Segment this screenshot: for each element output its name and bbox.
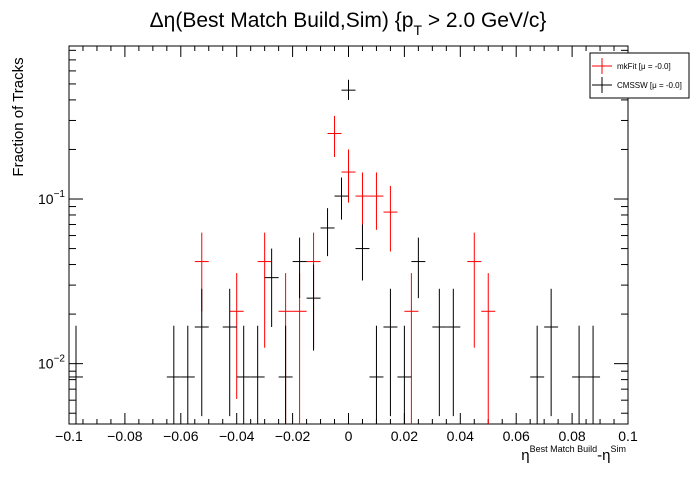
x-tick-label: 0.1 bbox=[618, 428, 638, 444]
data-point bbox=[264, 248, 279, 327]
data-point bbox=[369, 325, 384, 424]
chart-title: Δη(Best Match Build,Sim) {pT > 2.0 GeV/c… bbox=[150, 9, 547, 38]
data-point bbox=[572, 325, 587, 424]
data-point bbox=[383, 185, 398, 252]
legend-mkfit-label: mkFit [μ = -0.0] bbox=[617, 62, 671, 71]
axes: −0.1 −0.08 −0.06 −0.04 −0.02 0 0.02 0.04 0.06 0.0… bbox=[38, 45, 638, 444]
y-tick-label: 10−2 bbox=[38, 354, 65, 372]
data-point bbox=[320, 208, 335, 257]
data-point bbox=[467, 232, 482, 348]
data-point bbox=[327, 115, 342, 157]
data-point bbox=[292, 273, 307, 424]
data-point bbox=[180, 325, 195, 424]
data-point bbox=[306, 264, 321, 351]
data-point bbox=[404, 273, 419, 424]
data-point bbox=[257, 232, 272, 348]
x-tick-label: −0.08 bbox=[107, 428, 143, 444]
data-point bbox=[229, 273, 244, 399]
chart-title-main: Δη(Best Match Build,Sim) {p bbox=[150, 9, 414, 32]
data-point bbox=[369, 172, 384, 230]
x-axis-label-eta2: -η bbox=[597, 447, 610, 464]
x-tick-label: −0.06 bbox=[163, 428, 199, 444]
data-point bbox=[278, 325, 293, 424]
data-point bbox=[250, 325, 265, 424]
x-tick-label: 0.02 bbox=[391, 428, 418, 444]
x-tick-label: −0.04 bbox=[219, 428, 255, 444]
data-point bbox=[166, 325, 181, 424]
x-tick-label: 0.08 bbox=[558, 428, 585, 444]
data-point bbox=[355, 224, 370, 281]
data-point bbox=[446, 288, 461, 417]
legend-cmssw-label: CMSSW [μ = -0.0] bbox=[617, 81, 682, 90]
data-point bbox=[292, 237, 307, 299]
chart-title-subscript: T bbox=[413, 22, 422, 38]
data-point bbox=[341, 149, 356, 203]
x-axis-label-sup2: Sim bbox=[611, 444, 627, 454]
x-tick-label: 0.04 bbox=[447, 428, 474, 444]
data-point bbox=[544, 288, 559, 417]
x-tick-label: −0.1 bbox=[55, 428, 83, 444]
series-cmssw bbox=[69, 79, 601, 424]
data-series bbox=[69, 79, 601, 424]
data-point bbox=[236, 325, 251, 424]
x-axis-label-eta1: η bbox=[521, 447, 529, 464]
x-tick-label: −0.02 bbox=[275, 428, 311, 444]
data-point bbox=[586, 325, 601, 424]
legend: mkFit [μ = -0.0] CMSSW [μ = -0.0] bbox=[589, 52, 690, 99]
chart-title-tail: > 2.0 GeV/c} bbox=[422, 9, 546, 32]
data-point bbox=[397, 325, 412, 424]
data-point bbox=[355, 172, 370, 230]
data-point bbox=[194, 288, 209, 417]
legend-box bbox=[589, 52, 690, 99]
x-tick-label: 0 bbox=[345, 428, 353, 444]
y-axis-label: Fraction of Tracks bbox=[10, 57, 27, 176]
data-point bbox=[222, 288, 237, 417]
data-point bbox=[69, 325, 83, 424]
data-point bbox=[411, 237, 426, 299]
x-tick-label: 0.06 bbox=[503, 428, 530, 444]
data-point bbox=[432, 288, 447, 417]
x-axis-label-sup1: Best Match Build bbox=[530, 444, 598, 454]
y-tick-label: 10−1 bbox=[38, 189, 65, 207]
data-point bbox=[530, 325, 545, 424]
data-point bbox=[481, 273, 496, 424]
data-point bbox=[341, 79, 356, 100]
x-axis-label: ηBest Match Build-ηSim bbox=[521, 444, 626, 464]
data-point bbox=[334, 177, 349, 220]
data-point bbox=[383, 288, 398, 417]
